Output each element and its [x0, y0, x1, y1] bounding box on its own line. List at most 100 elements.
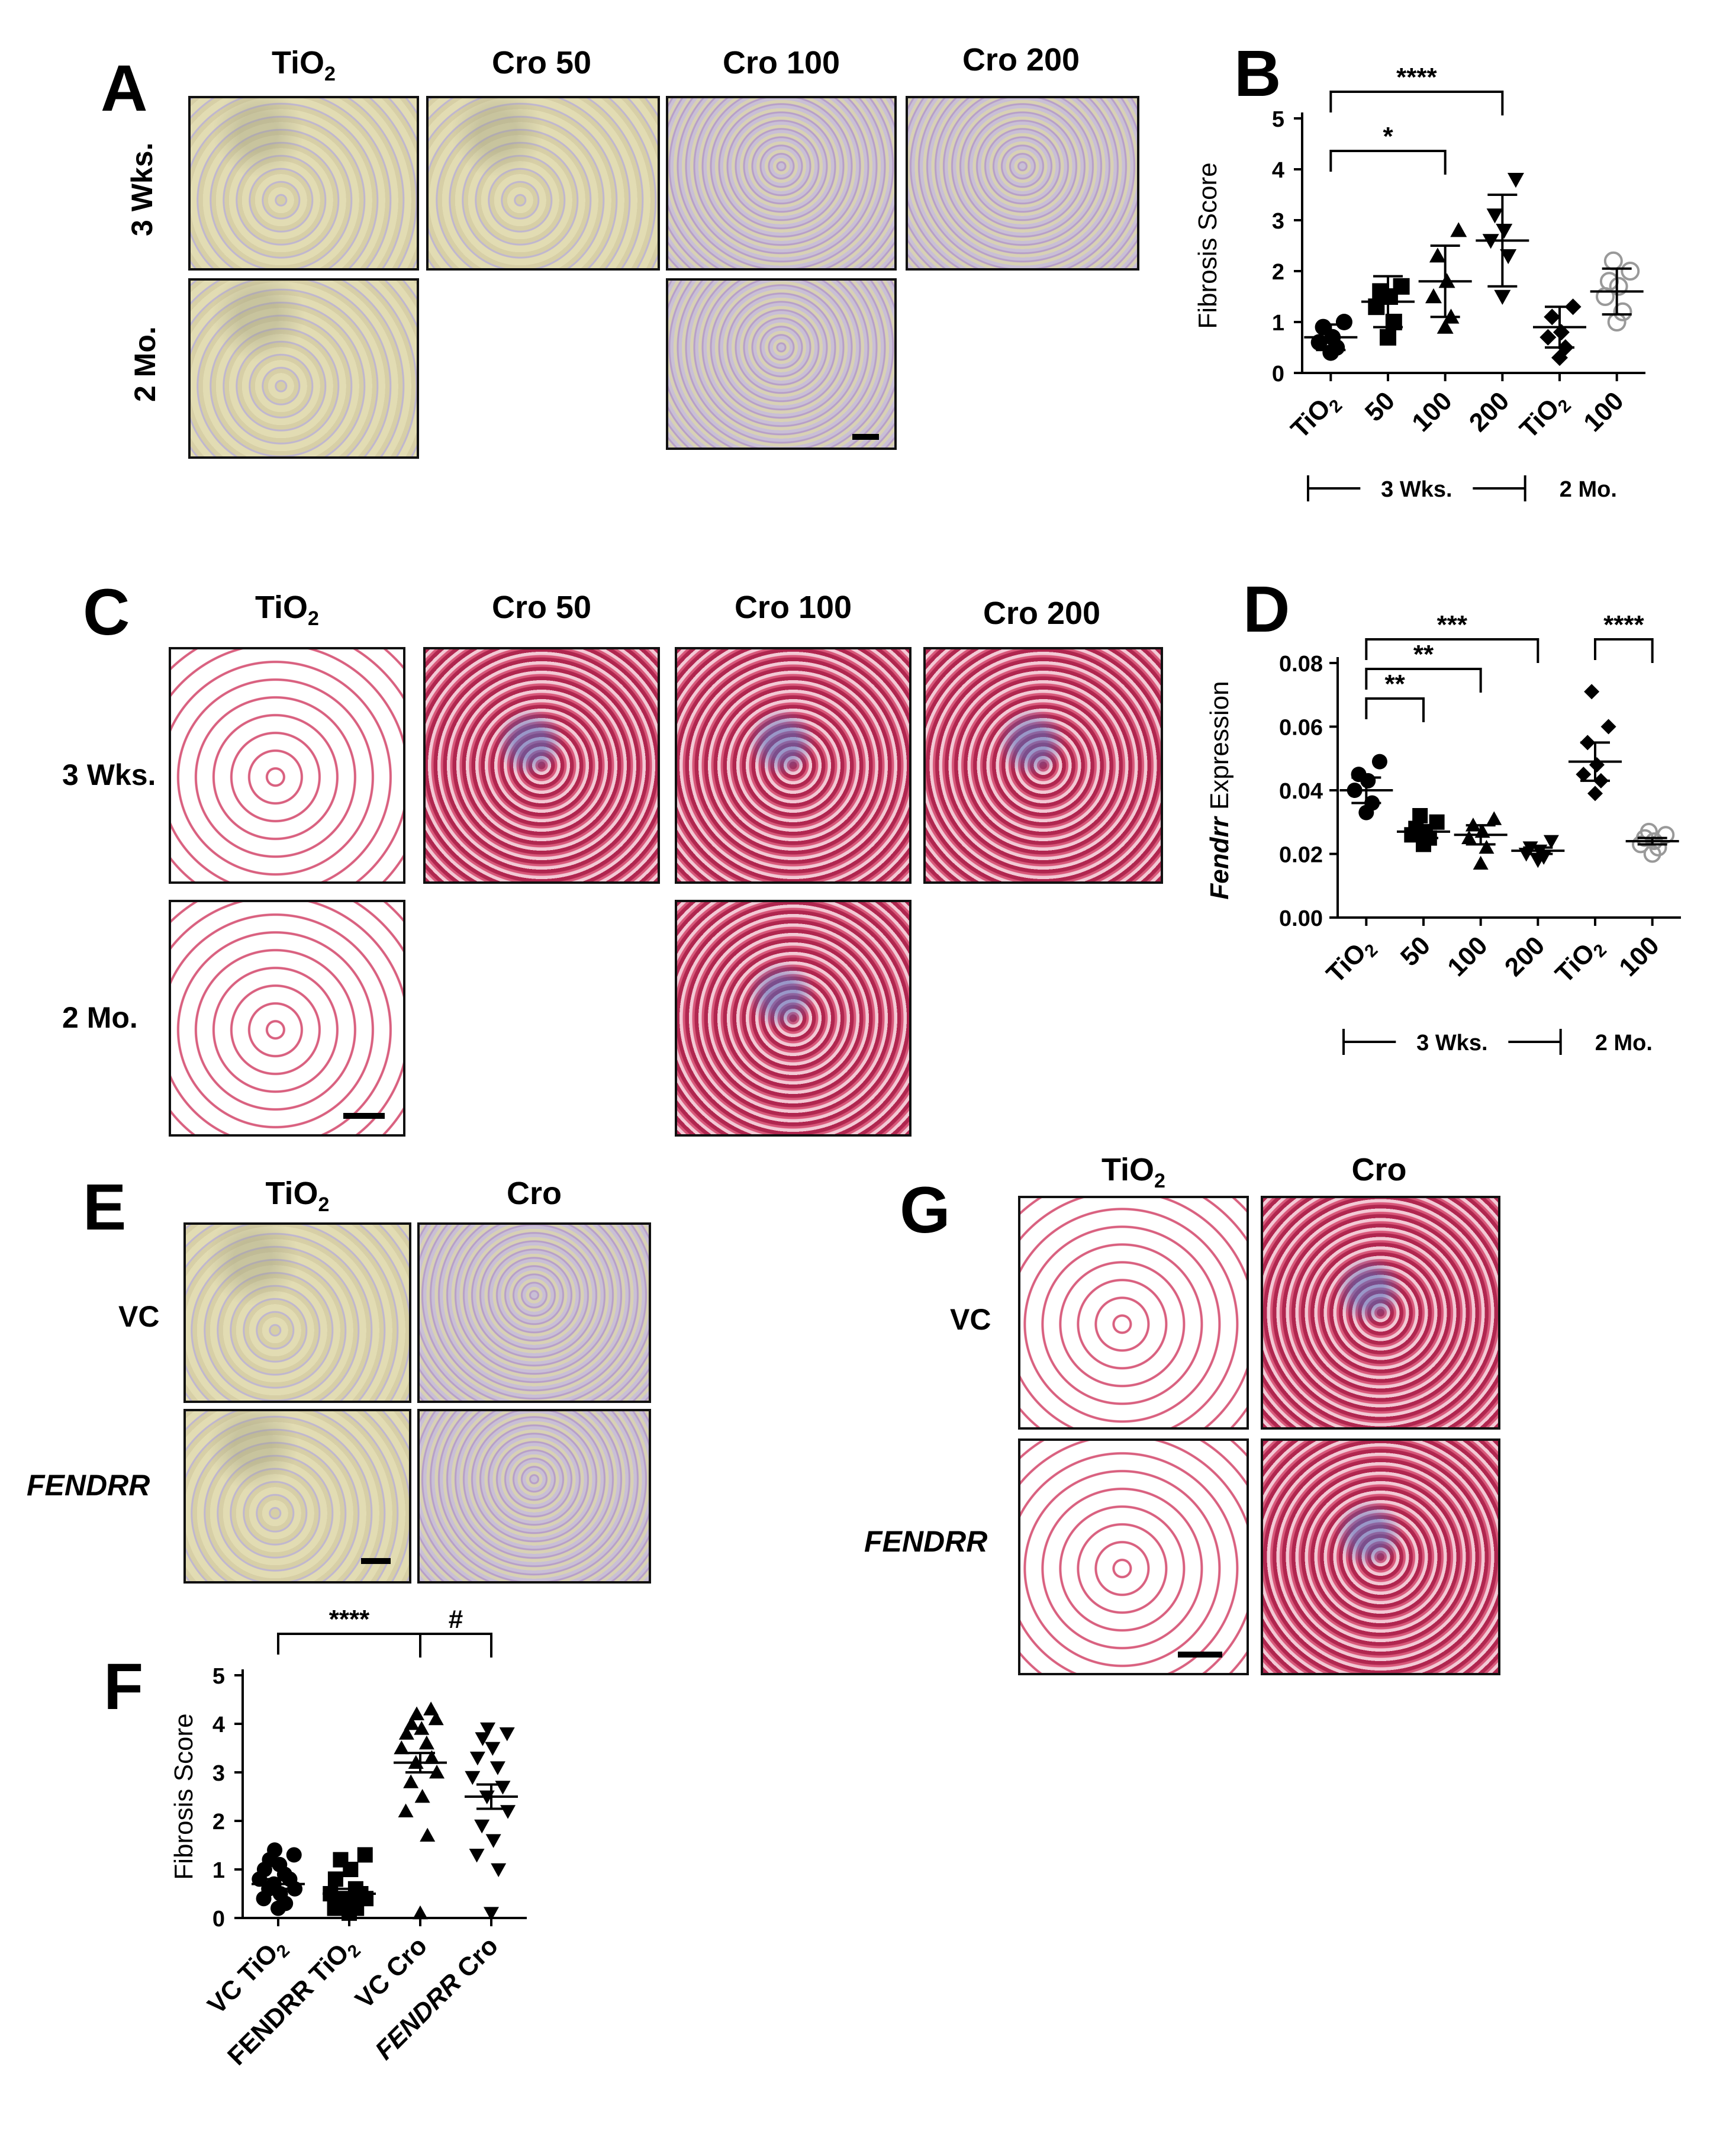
x-tick-label: TiO2 — [1514, 386, 1575, 447]
data-point — [423, 1701, 439, 1716]
data-point — [1372, 283, 1389, 300]
data-point — [409, 1706, 425, 1720]
micrograph-g-fendrr-cro — [1261, 1438, 1500, 1675]
data-point — [398, 1803, 414, 1817]
data-point — [1429, 247, 1446, 263]
data-point — [414, 1721, 430, 1735]
micrograph-e-fendrr-cro — [417, 1409, 651, 1584]
micrograph-c-cro100-2mo — [675, 900, 912, 1137]
data-point — [1429, 814, 1445, 830]
x-tick-label: TiO2 — [1550, 931, 1611, 992]
data-point — [1486, 208, 1503, 224]
data-point — [1576, 767, 1592, 783]
y-axis-label: Fibrosis Score — [1193, 162, 1222, 329]
panel-a-col-tio2: TiO2 — [272, 45, 336, 85]
y-tick-label: 1 — [212, 1858, 225, 1883]
data-point — [428, 1711, 444, 1726]
data-point — [1461, 830, 1477, 845]
y-tick-label: 1 — [1272, 311, 1284, 336]
significance-bracket — [1365, 697, 1425, 722]
data-point — [1500, 249, 1517, 265]
y-tick-label: 0.04 — [1279, 779, 1323, 804]
y-tick-label: 3 — [1272, 209, 1284, 234]
x-tick-label: 50 — [1395, 931, 1436, 971]
data-point — [357, 1847, 373, 1863]
panel-c-col-cro100: Cro 100 — [734, 590, 852, 625]
data-point — [1437, 318, 1454, 334]
x-tick-label: 50 — [1360, 386, 1400, 427]
data-point — [1380, 329, 1396, 346]
group-label: 2 Mo. — [1560, 477, 1617, 502]
data-point — [1589, 757, 1605, 773]
data-point — [469, 1849, 485, 1863]
significance-bracket — [277, 1633, 421, 1658]
micrograph-c-tio2-3wks — [169, 647, 405, 884]
y-tick-label: 0 — [212, 1907, 225, 1932]
data-point — [1425, 288, 1442, 304]
data-point — [394, 1740, 410, 1755]
micrograph-a-cro50-3wks — [426, 96, 660, 271]
y-tick-label: 4 — [1272, 158, 1284, 183]
y-tick-label: 0.08 — [1279, 652, 1323, 677]
data-point — [429, 1765, 445, 1779]
data-point — [1412, 808, 1428, 823]
data-point — [418, 1735, 434, 1750]
panel-g-col-tio2: TiO2 — [1101, 1152, 1165, 1192]
data-point — [1486, 811, 1502, 825]
panel-e-row-vc: VC — [118, 1300, 160, 1333]
significance-bracket — [1365, 668, 1482, 693]
micrograph-a-cro200-3wks — [906, 96, 1139, 271]
y-tick-label: 2 — [1272, 260, 1284, 285]
data-point — [469, 1752, 485, 1766]
panel-e-letter: E — [83, 1171, 127, 1244]
group-label-bg — [1360, 474, 1473, 503]
x-tick-label: 100 — [1578, 386, 1629, 437]
panel-f-letter: F — [104, 1650, 144, 1723]
significance-label: # — [449, 1605, 463, 1634]
significance-label: ** — [1413, 640, 1434, 669]
panel-c-letter: C — [83, 576, 130, 649]
x-tick-label: 100 — [1613, 931, 1665, 982]
data-point — [465, 1771, 481, 1785]
data-point — [398, 1726, 414, 1740]
data-point — [1621, 262, 1640, 281]
data-point — [1587, 786, 1603, 802]
data-point — [1544, 308, 1561, 326]
y-tick-label: 0.02 — [1279, 843, 1323, 868]
micrograph-a-tio2-2mo — [188, 278, 419, 459]
group-label-bg — [1567, 1027, 1680, 1057]
panel-c-col-cro50: Cro 50 — [491, 590, 592, 625]
data-point — [1371, 754, 1387, 770]
y-tick-label: 3 — [212, 1761, 225, 1786]
panel-e-col-cro: Cro — [507, 1176, 562, 1211]
data-point — [1494, 289, 1511, 305]
x-tick-label: 200 — [1464, 386, 1515, 437]
micrograph-e-fendrr-tio2 — [183, 1409, 411, 1584]
data-point — [1393, 278, 1410, 295]
data-point — [1584, 684, 1600, 700]
group-label: 3 Wks. — [1381, 477, 1452, 502]
panel-a-col-cro50: Cro 50 — [491, 45, 592, 81]
scale-bar-e — [361, 1558, 391, 1564]
data-point — [1479, 839, 1495, 854]
data-point — [420, 1827, 436, 1842]
panel-a-letter: A — [101, 52, 148, 125]
panel-c-row-3wks: 3 Wks. — [62, 758, 156, 791]
micrograph-g-vc-tio2 — [1018, 1196, 1249, 1430]
data-point — [413, 1905, 428, 1920]
chart-d-fendrr-expression: 0.00 0.02 0.04 0.06 0.08 Fendrr Expression TiO… — [1205, 610, 1681, 1057]
micrograph-e-vc-tio2 — [183, 1222, 411, 1403]
data-point — [500, 1805, 516, 1819]
panel-b-letter: B — [1234, 37, 1281, 110]
scale-bar-a — [852, 434, 879, 440]
data-point — [489, 1761, 505, 1775]
panel-c-col-tio2: TiO2 — [255, 590, 319, 630]
micrograph-a-cro100-3wks — [666, 96, 897, 271]
data-point — [480, 1722, 496, 1737]
y-axis-label: Fendrr Expression — [1205, 681, 1234, 899]
data-point — [1600, 719, 1616, 735]
y-axis-label: Fibrosis Score — [169, 1713, 198, 1880]
y-tick-label: 0.00 — [1279, 906, 1323, 931]
